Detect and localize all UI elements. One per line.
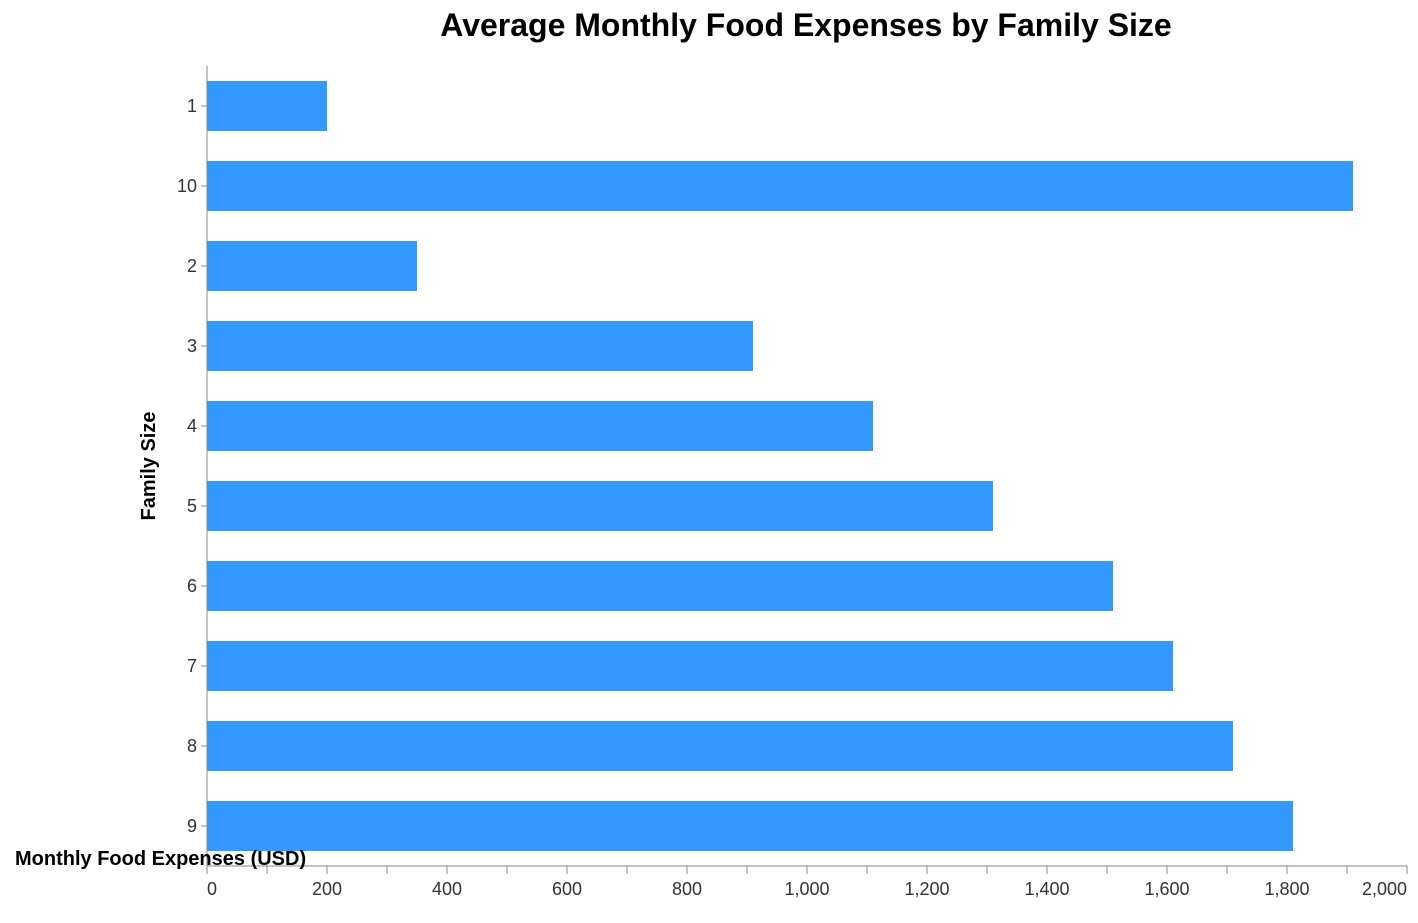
bar-family-size-4	[207, 401, 873, 451]
y-tick-label: 2	[187, 256, 197, 276]
bar-family-size-7	[207, 641, 1173, 691]
x-axis-title: Monthly Food Expenses (USD)	[15, 848, 306, 870]
bar-family-size-9	[207, 801, 1293, 851]
bar-family-size-10	[207, 161, 1353, 211]
bar-family-size-6	[207, 561, 1113, 611]
x-tick-label: 400	[432, 879, 462, 899]
x-tick-label: 0	[207, 879, 217, 899]
bar-family-size-2	[207, 241, 417, 291]
y-tick-label: 3	[187, 336, 197, 356]
y-tick-label: 8	[187, 736, 197, 756]
y-tick-label: 4	[187, 416, 197, 436]
x-tick-label: 1,600	[1144, 879, 1189, 899]
y-tick-label: 5	[187, 496, 197, 516]
x-tick-label: 1,400	[1024, 879, 1069, 899]
y-tick-label: 7	[187, 656, 197, 676]
x-tick-label: 2,000	[1362, 879, 1407, 899]
y-tick-label: 9	[187, 816, 197, 836]
y-tick-label: 10	[177, 176, 197, 196]
x-tick-label: 600	[552, 879, 582, 899]
bar-family-size-1	[207, 81, 327, 131]
bars-layer	[207, 81, 1353, 851]
y-axis-title: Family Size	[138, 412, 160, 521]
x-tick-label: 800	[672, 879, 702, 899]
chart-title: Average Monthly Food Expenses by Family …	[440, 7, 1171, 43]
bar-family-size-5	[207, 481, 993, 531]
y-tick-label: 6	[187, 576, 197, 596]
x-axis: 0 200 400 600 800 1,000 1,200 1,400 1,600 1,800 2,…	[206, 865, 1408, 899]
y-tick-label: 1	[187, 96, 197, 116]
x-tick-label: 1,000	[784, 879, 829, 899]
y-axis: 1 10 2 3 4 5 6 7 8 9	[177, 66, 208, 866]
x-tick-label: 1,200	[904, 879, 949, 899]
x-tick-label: 1,800	[1264, 879, 1309, 899]
x-tick-label: 200	[312, 879, 342, 899]
bar-family-size-3	[207, 321, 753, 371]
bar-family-size-8	[207, 721, 1233, 771]
